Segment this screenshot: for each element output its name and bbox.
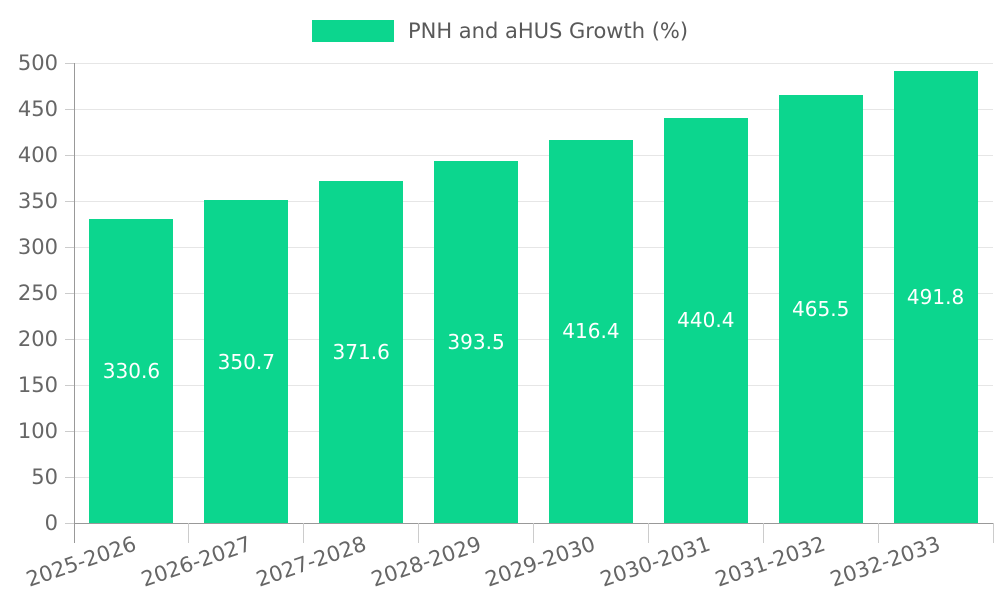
legend-swatch [311, 20, 394, 42]
y-axis-label: 200 [17, 327, 58, 351]
y-axis-tick [65, 384, 74, 386]
x-axis-label: 2025-2026 [23, 531, 140, 592]
x-axis-tick [303, 523, 305, 543]
x-axis-label: 2029-2030 [482, 531, 599, 592]
y-axis-tick [65, 246, 74, 248]
x-axis-label: 2031-2032 [712, 531, 829, 592]
x-axis-label: 2030-2031 [597, 531, 714, 592]
y-axis-tick [65, 430, 74, 432]
x-axis-tick [992, 523, 994, 543]
y-axis-label: 50 [31, 465, 58, 489]
y-axis-tick [65, 522, 74, 524]
bar-value-label: 330.6 [102, 358, 161, 383]
y-axis-label: 450 [17, 97, 58, 121]
y-gridline [74, 108, 993, 110]
bar-value-label: 350.7 [217, 349, 275, 374]
bar-value-label: 416.4 [562, 319, 620, 344]
y-gridline [74, 154, 993, 156]
chart-legend[interactable]: PNH and aHUS Growth (%) [0, 17, 1000, 45]
x-axis-tick [188, 523, 190, 543]
bar-value-label: 491.8 [906, 284, 965, 309]
bar[interactable]: 465.5 [778, 94, 863, 523]
y-axis-label: 150 [17, 373, 58, 397]
bar[interactable]: 416.4 [548, 139, 633, 523]
x-axis-label: 2027-2028 [252, 531, 369, 592]
bar[interactable]: 393.5 [434, 160, 519, 523]
x-axis-tick [762, 523, 764, 543]
bar[interactable]: 350.7 [204, 200, 289, 523]
y-axis-tick [65, 476, 74, 478]
bar-value-label: 371.6 [332, 340, 390, 365]
y-gridline [74, 246, 993, 248]
x-axis-tick [647, 523, 649, 543]
bar-value-label: 465.5 [792, 296, 850, 321]
y-axis-label: 100 [17, 419, 58, 443]
y-axis-tick [65, 108, 74, 110]
y-axis-line [73, 63, 75, 523]
y-gridline [74, 430, 993, 432]
y-axis-tick [65, 154, 74, 156]
y-axis-tick [65, 62, 74, 64]
y-axis-label: 250 [17, 281, 58, 305]
bar[interactable]: 440.4 [663, 117, 748, 523]
y-axis-label: 300 [17, 235, 58, 259]
legend-label: PNH and aHUS Growth (%) [407, 19, 689, 43]
x-axis-tick [73, 523, 75, 543]
bar[interactable]: 371.6 [319, 181, 404, 523]
y-axis-tick [65, 200, 74, 202]
y-axis-label: 400 [17, 143, 58, 167]
y-gridline [74, 338, 993, 340]
x-axis-tick [877, 523, 879, 543]
y-axis-label: 350 [17, 189, 58, 213]
y-gridline [74, 476, 993, 478]
x-axis-label: 2026-2027 [138, 531, 255, 592]
x-axis-label: 2028-2029 [367, 531, 484, 592]
y-axis-label: 500 [17, 51, 58, 75]
y-gridline [74, 292, 993, 294]
bar[interactable]: 491.8 [893, 70, 978, 523]
bar-value-label: 393.5 [447, 329, 505, 354]
y-gridline [74, 384, 993, 386]
y-gridline [74, 200, 993, 202]
x-axis-tick [418, 523, 420, 543]
x-axis-tick [533, 523, 534, 543]
y-gridline [74, 62, 993, 64]
y-axis-tick [65, 338, 74, 340]
y-axis-label: 0 [44, 511, 58, 535]
y-axis-tick [65, 292, 74, 294]
bar-value-label: 440.4 [677, 308, 735, 333]
bar[interactable]: 330.6 [89, 218, 174, 523]
x-axis-label: 2032-2033 [827, 531, 944, 592]
